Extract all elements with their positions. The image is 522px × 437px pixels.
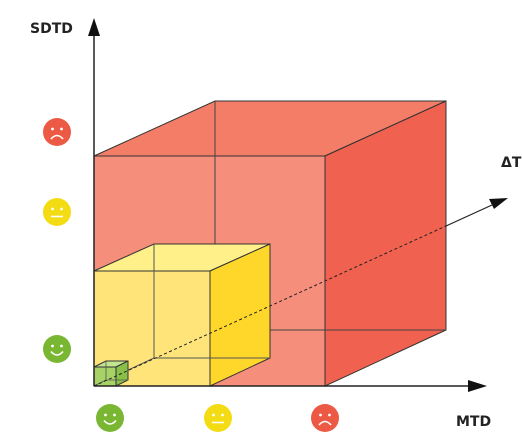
y-sad-face-icon — [43, 118, 71, 146]
z-axis — [93, 198, 508, 387]
z-axis-label: ΔT — [501, 155, 522, 171]
x-neutral-face-icon — [204, 404, 232, 432]
z-axis-arrowhead — [489, 198, 508, 209]
small-cube — [93, 360, 129, 387]
x-axis-label: MTD — [456, 414, 491, 430]
y-axis-arrowhead — [88, 18, 100, 36]
y-neutral-face-icon — [43, 198, 71, 226]
x-sad-face-icon — [311, 404, 339, 432]
x-happy-face-icon — [96, 404, 124, 432]
small-cube-front-face — [93, 366, 117, 387]
y-happy-face-icon — [43, 335, 71, 363]
medium-cube — [93, 243, 271, 387]
x-axis — [94, 380, 487, 392]
x-axis-arrowhead — [468, 380, 487, 392]
y-axis-label: SDTD — [30, 21, 73, 37]
y-axis — [88, 18, 100, 386]
